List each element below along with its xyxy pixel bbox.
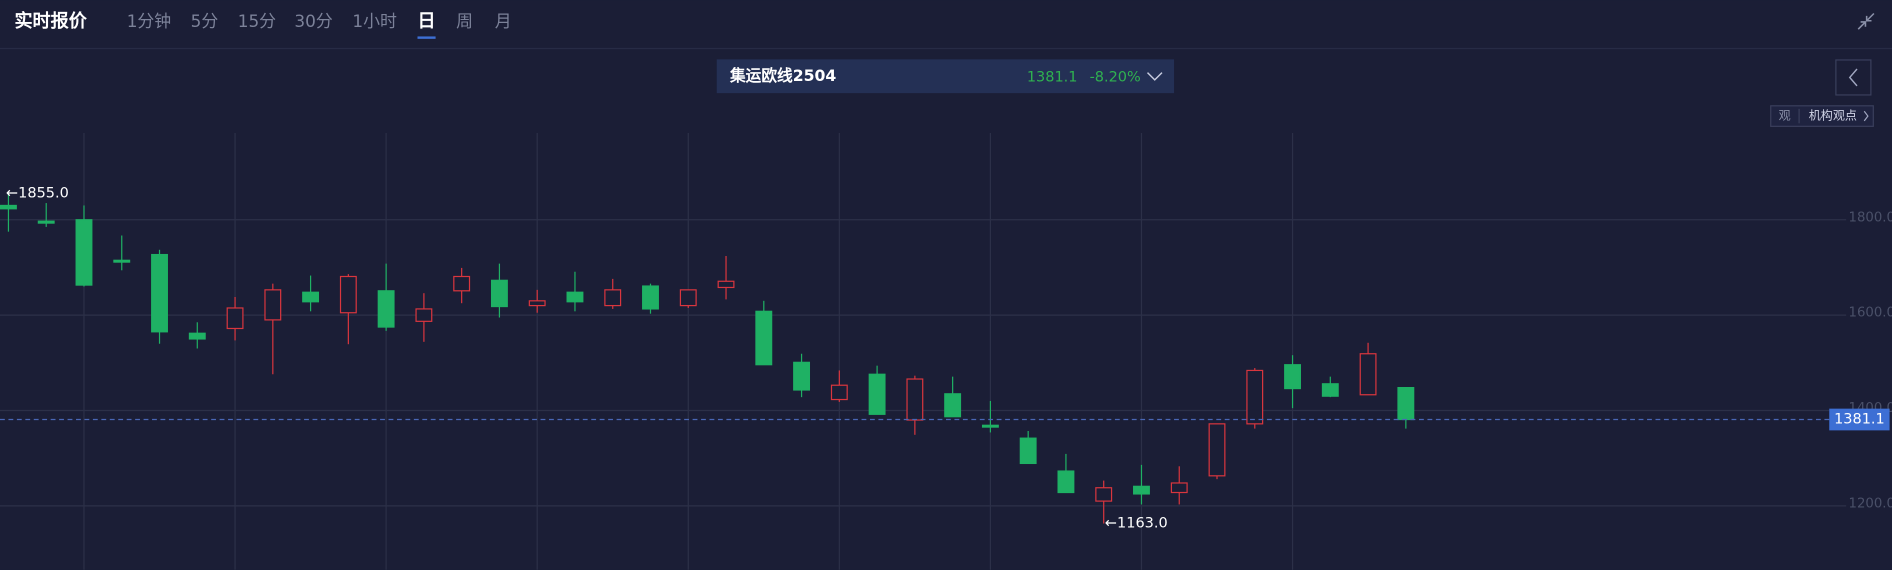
candle-body: [755, 310, 773, 366]
candle-body: [490, 279, 508, 308]
candle-body: [377, 290, 395, 328]
candle-body: [1170, 482, 1188, 494]
candle-body: [1208, 423, 1226, 477]
candle-body: [566, 291, 584, 303]
toggle-chevron: [1848, 68, 1858, 87]
collapse-icon[interactable]: [1857, 12, 1875, 30]
candle-body: [830, 384, 848, 401]
candle-body: [528, 300, 546, 307]
candle-body: [793, 361, 811, 391]
candle-body: [264, 289, 282, 321]
period-tab[interactable]: 30分: [294, 11, 332, 31]
candle-body: [1359, 353, 1377, 396]
candle-body: [679, 289, 697, 307]
candle-body: [1019, 437, 1037, 465]
candle-body: [453, 275, 471, 292]
candle-body: [1397, 387, 1415, 421]
candle-body: [642, 285, 659, 310]
min-label: ←1163.0: [1105, 516, 1168, 532]
opinion-chevron: [1863, 110, 1869, 122]
candle-body: [151, 253, 168, 333]
max-label: ←1855.0: [6, 186, 69, 202]
candle-body: [906, 378, 924, 421]
candle-body: [188, 332, 206, 340]
symbol-price: 1381.1: [1027, 69, 1078, 85]
symbol-selector[interactable]: 集运欧线2504 1381.1 -8.20%: [716, 59, 1175, 94]
active-tab-underline: [417, 36, 436, 39]
candle-body: [1321, 383, 1339, 397]
candle-body: [1284, 364, 1301, 390]
side-toggle[interactable]: [1835, 59, 1872, 96]
dropdown-chevron: [1146, 72, 1163, 81]
candle-body: [75, 219, 93, 286]
candle-body: [1057, 470, 1075, 494]
y-tick-label: 1800.0: [1849, 210, 1892, 225]
panel-title: 实时报价: [14, 10, 87, 32]
period-tab[interactable]: 1小时: [352, 11, 397, 31]
candle-body: [717, 280, 735, 289]
y-tick-label: 1200.0: [1849, 496, 1892, 511]
period-tab[interactable]: 1分钟: [127, 11, 172, 31]
candle-body: [302, 291, 320, 303]
opinion-box: [1770, 105, 1874, 127]
period-tab[interactable]: 15分: [238, 11, 276, 31]
last-price-label: 1381.1: [1834, 412, 1885, 428]
candle-body: [226, 307, 244, 330]
period-tab[interactable]: 周: [456, 11, 473, 31]
period-tab[interactable]: 月: [495, 11, 512, 31]
candle-body: [339, 275, 357, 314]
toggle-box: [1835, 59, 1872, 96]
candle-body: [0, 204, 17, 210]
candle-body: [1133, 485, 1150, 495]
candle-body: [1095, 487, 1113, 502]
symbol-change: -8.20%: [1090, 69, 1141, 85]
opinion-icon: 观: [1779, 109, 1791, 123]
candle-body: [944, 393, 962, 418]
period-tab[interactable]: 日: [417, 11, 435, 32]
symbol-box: [716, 59, 1175, 94]
period-tabs: 1分钟 5分 15分 30分 1小时日 周 月: [127, 11, 512, 39]
last-price-tag: [1829, 408, 1890, 431]
candle-body: [113, 259, 131, 263]
candle-body: [37, 220, 55, 224]
plot: 1200.01400.01600.01800.0←1855.0←1163.013…: [0, 132, 1892, 570]
period-tab[interactable]: 5分: [191, 11, 219, 31]
y-tick-label: 1600.0: [1849, 306, 1892, 321]
candle-body: [1246, 369, 1264, 425]
candle-body: [981, 424, 999, 428]
opinion-label: 机构观点: [1809, 108, 1857, 123]
symbol-name: 集运欧线2504: [729, 66, 836, 85]
candle-body: [604, 289, 622, 307]
candle-body: [868, 373, 886, 415]
opinion-button[interactable]: 观 机构观点: [1770, 105, 1874, 127]
candle-body: [415, 308, 433, 322]
